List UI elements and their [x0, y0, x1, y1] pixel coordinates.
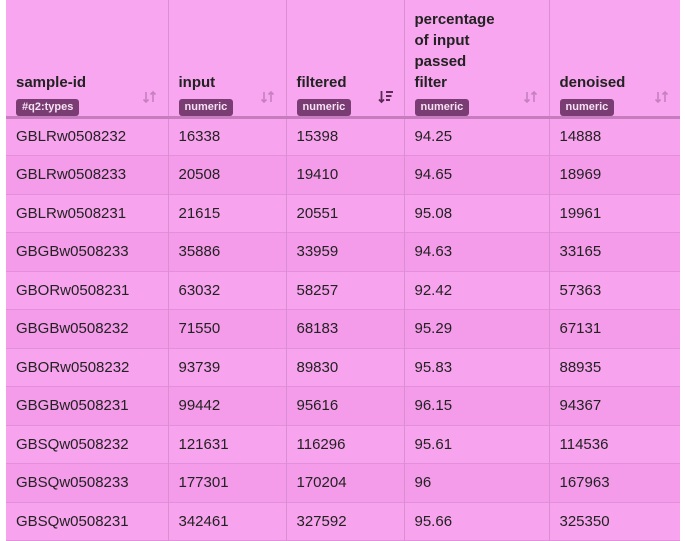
column-header-label: percentage of input passed filter — [414, 10, 495, 91]
cell-denoised: 167963 — [549, 463, 680, 502]
table-row: GBLRw0508233 20508 19410 94.65 18969 — [6, 155, 680, 194]
cell-percentage: 96 — [404, 463, 550, 502]
cell-input: 99442 — [168, 386, 287, 425]
column-type-badge: numeric — [296, 98, 352, 116]
cell-denoised: 57363 — [549, 271, 680, 310]
cell-sample-id: GBORw0508232 — [6, 348, 169, 387]
column-header-input[interactable]: input numeric — [168, 0, 287, 119]
denoising-stats-table: sample-id #q2:types input numeric — [6, 0, 680, 541]
cell-filtered: 33959 — [286, 232, 405, 271]
cell-input: 93739 — [168, 348, 287, 387]
cell-sample-id: GBGBw0508232 — [6, 309, 169, 348]
table-row: GBSQw0508231 342461 327592 95.66 325350 — [6, 502, 680, 541]
cell-filtered: 170204 — [286, 463, 405, 502]
cell-sample-id: GBLRw0508232 — [6, 117, 169, 156]
cell-percentage: 96.15 — [404, 386, 550, 425]
cell-filtered: 89830 — [286, 348, 405, 387]
cell-sample-id: GBSQw0508233 — [6, 463, 169, 502]
cell-percentage: 94.63 — [404, 232, 550, 271]
cell-denoised: 19961 — [549, 194, 680, 233]
column-header-label: denoised — [559, 73, 626, 91]
cell-percentage: 95.08 — [404, 194, 550, 233]
cell-filtered: 327592 — [286, 502, 405, 541]
header-row: sample-id #q2:types input numeric — [6, 0, 680, 119]
table-row: GBGBw0508231 99442 95616 96.15 94367 — [6, 386, 680, 425]
cell-filtered: 15398 — [286, 117, 405, 156]
cell-filtered: 19410 — [286, 155, 405, 194]
table-row: GBSQw0508233 177301 170204 96 167963 — [6, 463, 680, 502]
cell-filtered: 58257 — [286, 271, 405, 310]
table-row: GBGBw0508232 71550 68183 95.29 67131 — [6, 309, 680, 348]
cell-denoised: 88935 — [549, 348, 680, 387]
column-type-badge: numeric — [414, 98, 470, 116]
table-row: GBORw0508232 93739 89830 95.83 88935 — [6, 348, 680, 387]
cell-sample-id: GBLRw0508231 — [6, 194, 169, 233]
cell-percentage: 94.65 — [404, 155, 550, 194]
column-header-label: input — [178, 73, 216, 91]
cell-input: 342461 — [168, 502, 287, 541]
table-row: GBLRw0508231 21615 20551 95.08 19961 — [6, 194, 680, 233]
sort-icon[interactable] — [523, 90, 539, 104]
table-row: GBGBw0508233 35886 33959 94.63 33165 — [6, 232, 680, 271]
table-row: GBORw0508231 63032 58257 92.42 57363 — [6, 271, 680, 310]
cell-input: 71550 — [168, 309, 287, 348]
cell-input: 20508 — [168, 155, 287, 194]
cell-filtered: 68183 — [286, 309, 405, 348]
cell-percentage: 95.29 — [404, 309, 550, 348]
cell-sample-id: GBSQw0508231 — [6, 502, 169, 541]
column-type-badge: numeric — [178, 98, 234, 116]
cell-sample-id: GBGBw0508231 — [6, 386, 169, 425]
table-row: GBLRw0508232 16338 15398 94.25 14888 — [6, 117, 680, 156]
cell-sample-id: GBSQw0508232 — [6, 425, 169, 464]
cell-filtered: 20551 — [286, 194, 405, 233]
cell-input: 21615 — [168, 194, 287, 233]
cell-percentage: 94.25 — [404, 117, 550, 156]
cell-percentage: 92.42 — [404, 271, 550, 310]
cell-denoised: 14888 — [549, 117, 680, 156]
cell-percentage: 95.83 — [404, 348, 550, 387]
column-header-filtered[interactable]: filtered numeric — [286, 0, 405, 119]
cell-input: 121631 — [168, 425, 287, 464]
cell-sample-id: GBORw0508231 — [6, 271, 169, 310]
column-header-label: sample-id — [16, 73, 87, 91]
sort-descending-icon[interactable] — [377, 90, 394, 104]
cell-input: 35886 — [168, 232, 287, 271]
cell-input: 63032 — [168, 271, 287, 310]
column-header-denoised[interactable]: denoised numeric — [549, 0, 680, 119]
sort-icon[interactable] — [654, 90, 670, 104]
cell-filtered: 95616 — [286, 386, 405, 425]
cell-denoised: 33165 — [549, 232, 680, 271]
column-header-percentage[interactable]: percentage of input passed filter numeri… — [404, 0, 550, 119]
column-header-sample-id[interactable]: sample-id #q2:types — [6, 0, 169, 119]
cell-percentage: 95.61 — [404, 425, 550, 464]
cell-filtered: 116296 — [286, 425, 405, 464]
column-type-badge: #q2:types — [16, 98, 80, 116]
cell-denoised: 18969 — [549, 155, 680, 194]
cell-denoised: 94367 — [549, 386, 680, 425]
cell-denoised: 67131 — [549, 309, 680, 348]
column-header-label: filtered — [296, 73, 347, 91]
cell-sample-id: GBLRw0508233 — [6, 155, 169, 194]
cell-denoised: 114536 — [549, 425, 680, 464]
cell-input: 177301 — [168, 463, 287, 502]
cell-sample-id: GBGBw0508233 — [6, 232, 169, 271]
cell-percentage: 95.66 — [404, 502, 550, 541]
column-type-badge: numeric — [559, 98, 615, 116]
cell-denoised: 325350 — [549, 502, 680, 541]
cell-input: 16338 — [168, 117, 287, 156]
sort-icon[interactable] — [260, 90, 276, 104]
table-row: GBSQw0508232 121631 116296 95.61 114536 — [6, 425, 680, 464]
sort-icon[interactable] — [142, 90, 158, 104]
